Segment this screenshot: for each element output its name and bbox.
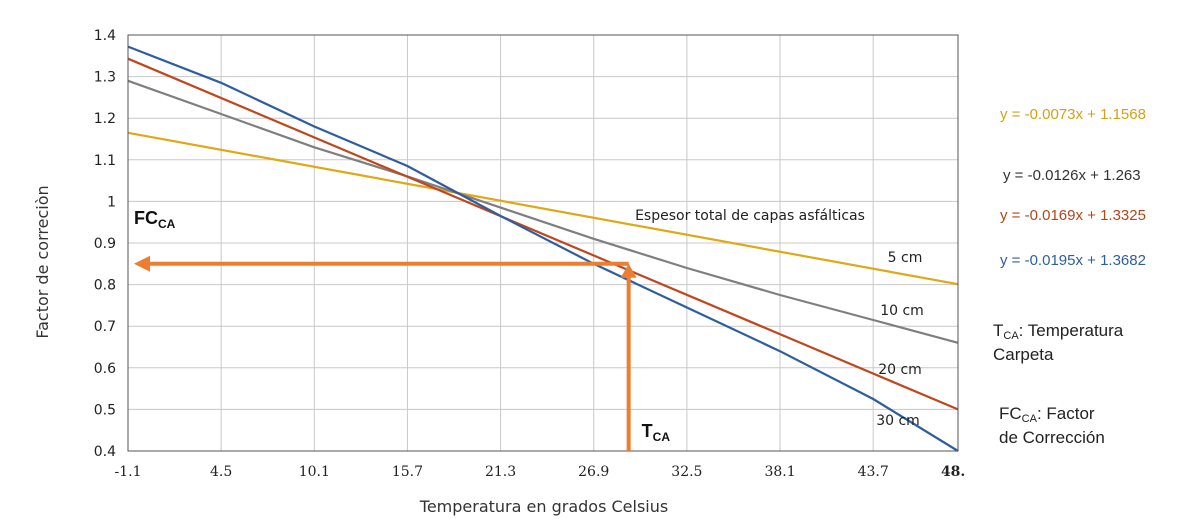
legend-equation-30cm: y = -0.0195x + 1.3682 xyxy=(1000,252,1146,269)
y-tick-label: 0.8 xyxy=(94,278,116,294)
series-label-5cm: 5 cm xyxy=(888,250,923,266)
y-axis-label: Factor de correciòn xyxy=(33,185,52,338)
note-fca: FCCA: Factor de Corrección xyxy=(999,404,1105,447)
x-tick-label: 32.5 xyxy=(671,464,702,480)
series-lines xyxy=(127,45,959,452)
x-tick-label: 26.9 xyxy=(578,464,609,480)
axes xyxy=(127,34,959,452)
x-axis-label: Temperatura en grados Celsius xyxy=(419,497,668,516)
thickness-group-label: Espesor total de capas asfálticas xyxy=(635,208,865,224)
y-tick-label: 0.6 xyxy=(94,361,116,377)
legend-equation-5cm: y = -0.0073x + 1.1568 xyxy=(1000,106,1146,123)
series-label-30cm: 30 cm xyxy=(876,413,920,429)
y-tick-label: 0.9 xyxy=(94,236,116,252)
annotations: 5 cm 10 cm 20 cm 30 cm Espesor total de capa… xyxy=(134,208,924,451)
legend-equation-20cm: y = -0.0169x + 1.3325 xyxy=(1000,207,1146,224)
note-tca: TCA: Temperatura Carpeta xyxy=(993,321,1124,364)
y-tick-label: 1.4 xyxy=(94,28,116,44)
y-tick-label: 1.2 xyxy=(94,111,116,127)
series-line-30cm xyxy=(127,45,959,452)
y-tick-label: 0.5 xyxy=(94,402,116,418)
x-tick-label: 15.7 xyxy=(392,464,423,480)
tca-label: TCA xyxy=(642,421,671,444)
y-tick-label: 0.4 xyxy=(94,444,116,460)
x-tick-label: 21.3 xyxy=(485,464,516,480)
x-tick-label: 10.1 xyxy=(299,464,330,480)
y-tick-label: 1.1 xyxy=(94,153,116,169)
chart: -1.1 4.5 10.1 15.7 21.3 26.9 32.5 38.1 43.7 48.8 0… xyxy=(33,28,965,516)
legend-equation-10cm: y = -0.0126x + 1.263 xyxy=(1003,167,1141,184)
x-tick-label: 48.8 xyxy=(941,464,965,480)
arrow-head-up xyxy=(620,263,637,278)
arrow-head-left xyxy=(134,255,150,272)
fc-ca-label: FCCA xyxy=(134,208,176,231)
x-tick-label: -1.1 xyxy=(115,464,142,480)
y-tick-label: 0.7 xyxy=(94,319,116,335)
x-tick-label: 38.1 xyxy=(764,464,795,480)
series-line-10cm xyxy=(127,79,959,344)
series-label-10cm: 10 cm xyxy=(880,303,924,319)
y-tick-label: 1.3 xyxy=(94,70,116,86)
tick-labels: -1.1 4.5 10.1 15.7 21.3 26.9 32.5 38.1 43.7 48.8 0… xyxy=(94,28,965,480)
plot-frame xyxy=(127,34,959,452)
series-line-20cm xyxy=(127,57,959,411)
series-line-5cm xyxy=(127,131,959,286)
x-tick-label: 4.5 xyxy=(210,464,232,480)
series-label-20cm: 20 cm xyxy=(878,362,922,378)
x-tick-label: 43.7 xyxy=(858,464,889,480)
y-tick-label: 1 xyxy=(107,194,116,210)
